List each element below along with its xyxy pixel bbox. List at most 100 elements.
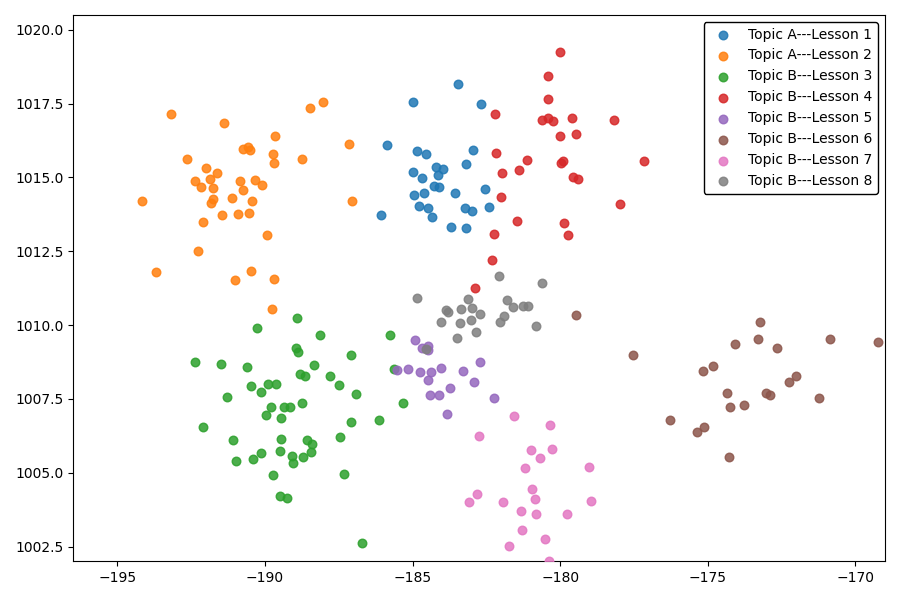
Topic B---Lesson 3 xyxy=(266,470,280,480)
Topic A---Lesson 1 xyxy=(374,210,388,220)
Topic B---Lesson 3 xyxy=(292,347,306,357)
Topic A---Lesson 2 xyxy=(266,149,280,159)
Topic A---Lesson 1 xyxy=(380,140,394,149)
Topic B---Lesson 5 xyxy=(432,390,446,400)
Topic A---Lesson 1 xyxy=(411,201,426,211)
Topic A---Lesson 2 xyxy=(194,182,208,191)
Topic B---Lesson 6 xyxy=(812,393,826,403)
Topic B---Lesson 7 xyxy=(525,484,539,494)
Topic B---Lesson 3 xyxy=(274,434,288,444)
Topic B---Lesson 4 xyxy=(511,165,526,175)
Topic A---Lesson 2 xyxy=(236,185,250,194)
Legend: Topic A---Lesson 1, Topic A---Lesson 2, Topic B---Lesson 3, Topic B---Lesson 4, : Topic A---Lesson 1, Topic A---Lesson 2, … xyxy=(704,22,878,194)
Topic B---Lesson 8 xyxy=(496,311,510,320)
Topic A---Lesson 1 xyxy=(444,222,458,232)
Topic B---Lesson 3 xyxy=(290,313,304,323)
Topic B---Lesson 5 xyxy=(466,377,481,386)
Topic A---Lesson 2 xyxy=(316,97,330,106)
Topic A---Lesson 2 xyxy=(215,211,230,220)
Topic B---Lesson 5 xyxy=(434,363,448,373)
Topic A---Lesson 2 xyxy=(191,247,205,256)
Topic A---Lesson 2 xyxy=(202,175,217,184)
Topic B---Lesson 3 xyxy=(264,403,278,412)
Topic B---Lesson 6 xyxy=(720,388,734,398)
Topic B---Lesson 4 xyxy=(545,116,560,125)
Topic B---Lesson 3 xyxy=(285,458,300,468)
Topic B---Lesson 5 xyxy=(472,357,487,367)
Topic A---Lesson 1 xyxy=(425,212,439,221)
Topic B---Lesson 5 xyxy=(439,409,454,419)
Topic B---Lesson 5 xyxy=(390,365,404,374)
Topic B---Lesson 3 xyxy=(268,379,283,388)
Topic B---Lesson 8 xyxy=(454,304,469,313)
Topic A---Lesson 2 xyxy=(217,118,231,128)
Topic A---Lesson 2 xyxy=(188,176,202,186)
Topic B---Lesson 5 xyxy=(424,368,438,377)
Topic B---Lesson 6 xyxy=(569,310,583,320)
Topic B---Lesson 3 xyxy=(303,447,318,457)
Topic B---Lesson 3 xyxy=(298,371,312,381)
Topic B---Lesson 8 xyxy=(460,294,474,304)
Topic B---Lesson 6 xyxy=(751,334,765,344)
Topic B---Lesson 3 xyxy=(296,452,310,461)
Topic A---Lesson 1 xyxy=(482,202,496,212)
Topic A---Lesson 1 xyxy=(418,149,433,159)
Topic B---Lesson 4 xyxy=(561,230,575,240)
Topic A---Lesson 2 xyxy=(255,181,269,190)
Topic B---Lesson 3 xyxy=(313,331,328,340)
Topic A---Lesson 2 xyxy=(206,183,220,193)
Topic B---Lesson 6 xyxy=(662,416,677,425)
Topic B---Lesson 4 xyxy=(485,256,500,265)
Topic B---Lesson 5 xyxy=(408,335,422,345)
Topic B---Lesson 7 xyxy=(524,445,538,455)
Topic B---Lesson 3 xyxy=(214,359,229,369)
Topic A---Lesson 1 xyxy=(465,206,480,215)
Topic A---Lesson 2 xyxy=(295,154,310,164)
Topic B---Lesson 4 xyxy=(613,199,627,209)
Topic B---Lesson 3 xyxy=(331,380,346,390)
Topic B---Lesson 3 xyxy=(240,362,255,372)
Topic B---Lesson 3 xyxy=(261,379,275,388)
Topic B---Lesson 3 xyxy=(307,360,321,370)
Topic B---Lesson 8 xyxy=(439,305,454,314)
Topic B---Lesson 3 xyxy=(273,491,287,501)
Topic A---Lesson 2 xyxy=(248,175,263,185)
Topic B---Lesson 4 xyxy=(636,156,651,166)
Topic B---Lesson 5 xyxy=(400,364,415,374)
Topic B---Lesson 3 xyxy=(254,448,268,458)
Topic B---Lesson 3 xyxy=(283,402,297,412)
Topic B---Lesson 7 xyxy=(583,496,598,506)
Topic B---Lesson 6 xyxy=(696,366,710,376)
Topic B---Lesson 3 xyxy=(274,413,289,423)
Topic B---Lesson 4 xyxy=(553,47,567,56)
Topic B---Lesson 6 xyxy=(871,338,886,347)
Topic A---Lesson 2 xyxy=(267,158,282,167)
Topic B---Lesson 3 xyxy=(276,402,291,412)
Topic B---Lesson 3 xyxy=(338,470,352,479)
Topic A---Lesson 1 xyxy=(473,99,488,109)
Topic B---Lesson 8 xyxy=(472,310,487,319)
Topic B---Lesson 8 xyxy=(453,318,467,328)
Topic A---Lesson 2 xyxy=(240,142,255,152)
Topic B---Lesson 5 xyxy=(412,368,427,377)
Topic B---Lesson 7 xyxy=(529,509,544,519)
Topic A---Lesson 1 xyxy=(427,181,441,191)
Topic B---Lesson 3 xyxy=(387,364,401,374)
Topic A---Lesson 2 xyxy=(210,169,224,178)
Topic B---Lesson 6 xyxy=(697,422,711,432)
Topic B---Lesson 4 xyxy=(520,155,535,165)
Topic B---Lesson 5 xyxy=(420,341,435,351)
Topic B---Lesson 5 xyxy=(421,375,436,385)
Topic A---Lesson 1 xyxy=(448,188,463,198)
Topic B---Lesson 4 xyxy=(509,217,524,226)
Topic B---Lesson 3 xyxy=(225,435,239,445)
Topic B---Lesson 5 xyxy=(487,394,501,403)
Topic A---Lesson 2 xyxy=(242,208,256,218)
Topic B---Lesson 4 xyxy=(557,218,572,228)
Topic B---Lesson 7 xyxy=(514,506,528,516)
Topic B---Lesson 7 xyxy=(515,526,529,535)
Topic A---Lesson 2 xyxy=(259,230,274,240)
Topic A---Lesson 1 xyxy=(478,184,492,194)
Topic A---Lesson 1 xyxy=(432,182,446,191)
Topic B---Lesson 3 xyxy=(220,392,234,402)
